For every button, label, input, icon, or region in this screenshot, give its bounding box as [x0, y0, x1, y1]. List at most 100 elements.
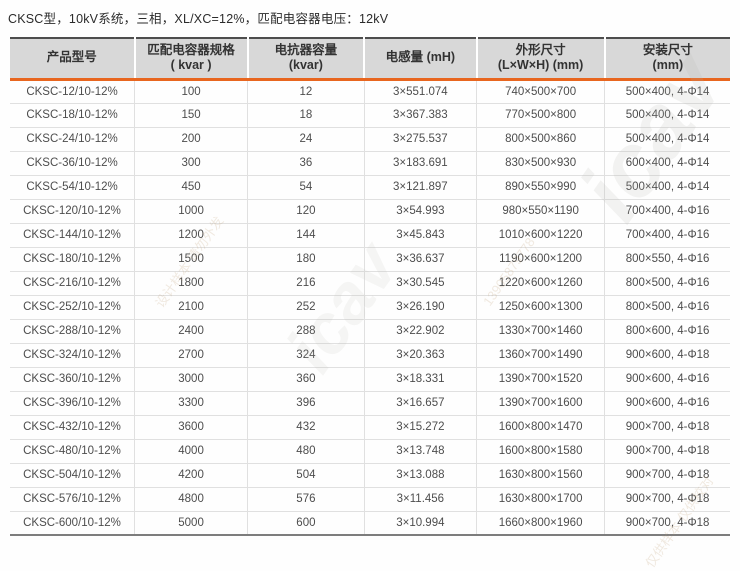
spec-table-container: 产品型号 匹配电容器规格( kvar ) 电抗器容量 (kvar) 电感量 (mH) 外形…: [10, 37, 730, 536]
table-cell: 3×551.074: [363, 79, 477, 103]
table-cell: 3×13.748: [363, 439, 477, 463]
table-cell: 600×400, 4-Φ14: [604, 151, 730, 175]
table-cell: 3×54.993: [363, 199, 477, 223]
table-cell: CKSC-480/10-12%: [23, 445, 121, 457]
table-cell: 1220×600×1260: [476, 271, 605, 295]
table-cell: 3×10.994: [363, 511, 477, 535]
table-cell: 500×400, 4-Φ14: [604, 103, 730, 127]
table-row: CKSC-480/10-12% 4000 480 3×13.748 1600×800×1…: [10, 439, 730, 463]
column-header: 外形尺寸 (L×W×H) (mm): [475, 38, 605, 79]
table-cell: CKSC-288/10-12%: [23, 325, 121, 337]
table-cell: 1800: [134, 271, 248, 295]
table-cell: 1660×800×1960: [476, 511, 605, 535]
table-cell: 288: [247, 319, 365, 343]
table-cell: 504: [247, 463, 365, 487]
table-cell: 1000: [134, 199, 248, 223]
table-row: CKSC-324/10-12% 2700 324 3×20.363 1360×700×1…: [10, 343, 730, 367]
table-cell: 770×500×800: [476, 103, 605, 127]
table-cell: 432: [247, 415, 365, 439]
table-cell: 396: [247, 391, 365, 415]
table-cell: CKSC-252/10-12%: [23, 301, 121, 313]
table-row: CKSC-54/10-12% 450 54 3×121.897 890×550×990 5…: [10, 175, 730, 199]
table-cell: 54: [247, 175, 365, 199]
table-row: CKSC-180/10-12% 1500 180 3×36.637 1190×600×1…: [10, 247, 730, 271]
table-cell: CKSC-396/10-12%: [23, 397, 121, 409]
table-cell: 1200: [134, 223, 248, 247]
table-cell: 700×400, 4-Φ16: [604, 223, 730, 247]
table-cell: 900×700, 4-Φ18: [604, 511, 730, 535]
table-cell: 1630×800×1560: [476, 463, 605, 487]
table-row: CKSC-288/10-12% 2400 288 3×22.902 1330×700×1…: [10, 319, 730, 343]
table-cell: 500×400, 4-Φ14: [604, 79, 730, 103]
spec-table: 产品型号 匹配电容器规格( kvar ) 电抗器容量 (kvar) 电感量 (mH) 外形…: [10, 37, 730, 536]
table-cell: 100: [134, 79, 248, 103]
table-row: CKSC-360/10-12% 3000 360 3×18.331 1390×700×1…: [10, 367, 730, 391]
table-cell: 3×121.897: [363, 175, 477, 199]
column-header: 产品型号: [10, 38, 135, 79]
table-cell: 4000: [134, 439, 248, 463]
table-cell: 120: [247, 199, 365, 223]
table-cell: 500×400, 4-Φ14: [604, 175, 730, 199]
table-cell: 3×36.637: [363, 247, 477, 271]
table-row: CKSC-144/10-12% 1200 144 3×45.843 1010×600×1…: [10, 223, 730, 247]
table-cell: 4200: [134, 463, 248, 487]
table-row: CKSC-36/10-12% 300 36 3×183.691 830×500×930 6…: [10, 151, 730, 175]
table-cell: 5000: [134, 511, 248, 535]
table-cell: 900×700, 4-Φ18: [604, 439, 730, 463]
table-cell: 1600×800×1580: [476, 439, 605, 463]
table-cell: 1500: [134, 247, 248, 271]
table-cell: 12: [247, 79, 365, 103]
table-row: CKSC-432/10-12% 3600 432 3×15.272 1600×800×1…: [10, 415, 730, 439]
column-header: 电抗器容量 (kvar): [246, 38, 365, 79]
table-cell: CKSC-324/10-12%: [23, 349, 121, 361]
table-cell: CKSC-54/10-12%: [26, 181, 118, 193]
table-cell: 360: [247, 367, 365, 391]
table-cell: CKSC-36/10-12%: [26, 157, 118, 169]
table-cell: 3300: [134, 391, 248, 415]
table-cell: 500×400, 4-Φ14: [604, 127, 730, 151]
spec-table-body: CKSC-12/10-12% 100 12 3×551.074 740×500×700 5…: [10, 79, 730, 535]
table-cell: CKSC-600/10-12%: [23, 516, 121, 529]
table-cell: CKSC-576/10-12%: [23, 493, 121, 505]
table-cell: 890×550×990: [476, 175, 605, 199]
table-cell: CKSC-12/10-12%: [26, 85, 118, 98]
table-cell: CKSC-24/10-12%: [26, 133, 118, 145]
table-row: CKSC-396/10-12% 3300 396 3×16.657 1390×700×1…: [10, 391, 730, 415]
table-cell: CKSC-180/10-12%: [23, 253, 121, 265]
table-cell: CKSC-120/10-12%: [23, 205, 121, 217]
table-cell: 1010×600×1220: [476, 223, 605, 247]
table-cell: 700×400, 4-Φ16: [604, 199, 730, 223]
table-cell: 600: [247, 511, 365, 535]
table-row: CKSC-120/10-12% 1000 120 3×54.993 980×550×11…: [10, 199, 730, 223]
table-cell: 3×13.088: [363, 463, 477, 487]
table-cell: 3×45.843: [363, 223, 477, 247]
table-cell: 900×700, 4-Φ18: [604, 463, 730, 487]
table-cell: 3×367.383: [363, 103, 477, 127]
table-cell: 1330×700×1460: [476, 319, 605, 343]
table-cell: 576: [247, 487, 365, 511]
table-cell: 3×18.331: [363, 367, 477, 391]
table-cell: 800×500, 4-Φ16: [604, 295, 730, 319]
table-cell: 18: [247, 103, 365, 127]
page-title: CKSC型，10kV系统，三相，XL/XC=12%，匹配电容器电压：12kV: [8, 12, 389, 26]
table-cell: 900×700, 4-Φ18: [604, 487, 730, 511]
table-row: CKSC-24/10-12% 200 24 3×275.537 800×500×860 5…: [10, 127, 730, 151]
table-row: CKSC-252/10-12% 2100 252 3×26.190 1250×600×1…: [10, 295, 730, 319]
column-header: 匹配电容器规格( kvar ): [133, 38, 248, 79]
table-cell: 1360×700×1490: [476, 343, 605, 367]
table-cell: 1630×800×1700: [476, 487, 605, 511]
table-cell: 252: [247, 295, 365, 319]
column-header: 安装尺寸 (mm): [603, 38, 730, 79]
table-cell: 1250×600×1300: [476, 295, 605, 319]
table-cell: CKSC-432/10-12%: [23, 421, 121, 433]
column-header: 电感量 (mH): [363, 38, 477, 79]
table-cell: 180: [247, 247, 365, 271]
table-cell: 150: [134, 103, 248, 127]
table-cell: 3×275.537: [363, 127, 477, 151]
table-row: CKSC-600/10-12% 5000 600 3×10.994 1660×800×1…: [10, 511, 730, 535]
table-cell: 2400: [134, 319, 248, 343]
table-cell: 200: [134, 127, 248, 151]
table-cell: 36: [247, 151, 365, 175]
table-cell: 3×30.545: [363, 271, 477, 295]
table-cell: 3×15.272: [363, 415, 477, 439]
